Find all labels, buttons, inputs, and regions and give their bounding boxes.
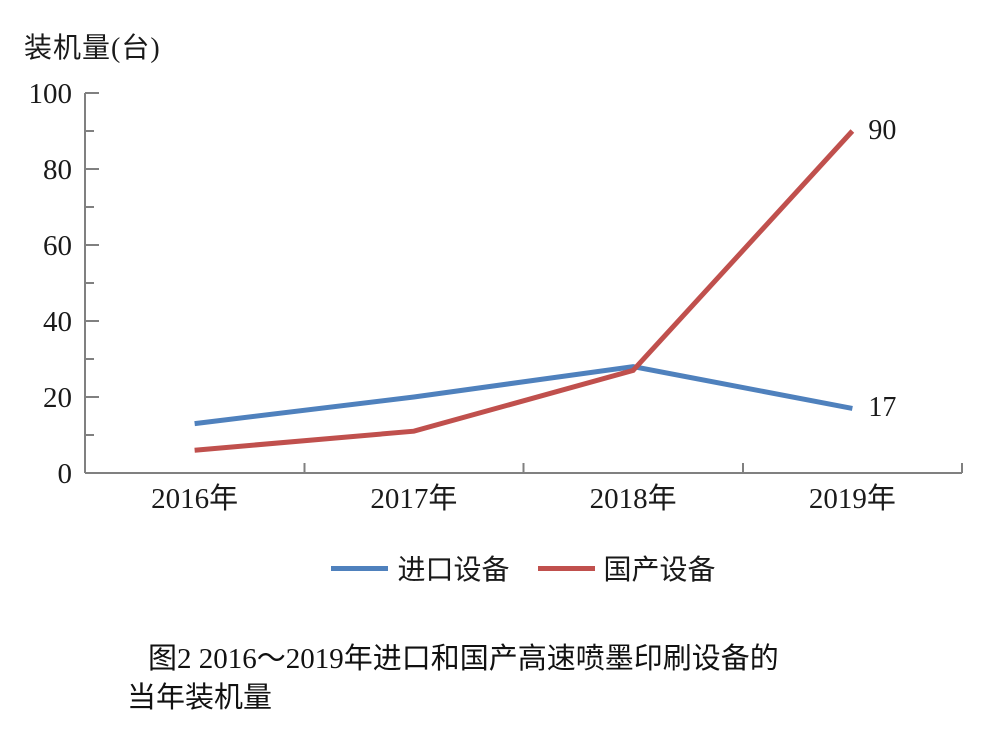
legend-item-domestic: 国产设备: [537, 548, 716, 588]
y-tick-label: 80: [43, 154, 72, 186]
x-tick-label: 2018年: [590, 482, 677, 515]
caption-line-1: 图2 2016～2019年进口和国产高速喷墨印刷设备的: [148, 643, 779, 675]
series-line-domestic: [194, 129, 855, 453]
x-tick-label: 2017年: [370, 482, 457, 515]
y-tick-label: 20: [43, 382, 72, 414]
data-label-imported-2019: 17: [868, 392, 897, 424]
y-tick-label: 100: [29, 78, 73, 110]
legend: 进口设备 国产设备: [85, 548, 962, 588]
series-lines: [194, 129, 855, 453]
y-tick-label: 40: [43, 306, 72, 338]
y-axis-title: 装机量(台): [24, 33, 161, 64]
legend-item-imported: 进口设备: [331, 548, 510, 588]
legend-line-swatch-imported: [331, 565, 389, 571]
axis-ticks: [84, 92, 963, 474]
legend-line-swatch-domestic: [537, 565, 595, 571]
y-tick-label: 0: [58, 458, 73, 490]
y-tick-label: 60: [43, 230, 72, 262]
line-chart: 0 20 40 60 80 100 2016年 2017年 2018年 2019年: [29, 78, 963, 515]
caption-line-2: 当年装机量: [127, 682, 273, 714]
legend-label-domestic: 国产设备: [603, 555, 716, 586]
data-label-domestic-2019: 90: [868, 115, 897, 146]
x-tick-label: 2019年: [809, 482, 896, 515]
x-tick-label: 2016年: [151, 482, 238, 515]
series-line-imported: [194, 364, 853, 427]
figure-caption: 图2 2016～2019年进口和国产高速喷墨印刷设备的 当年装机量: [127, 640, 779, 718]
x-tick-labels: 2016年 2017年 2018年 2019年: [151, 482, 896, 515]
legend-label-imported: 进口设备: [397, 555, 510, 586]
y-tick-labels: 0 20 40 60 80 100: [29, 78, 73, 490]
